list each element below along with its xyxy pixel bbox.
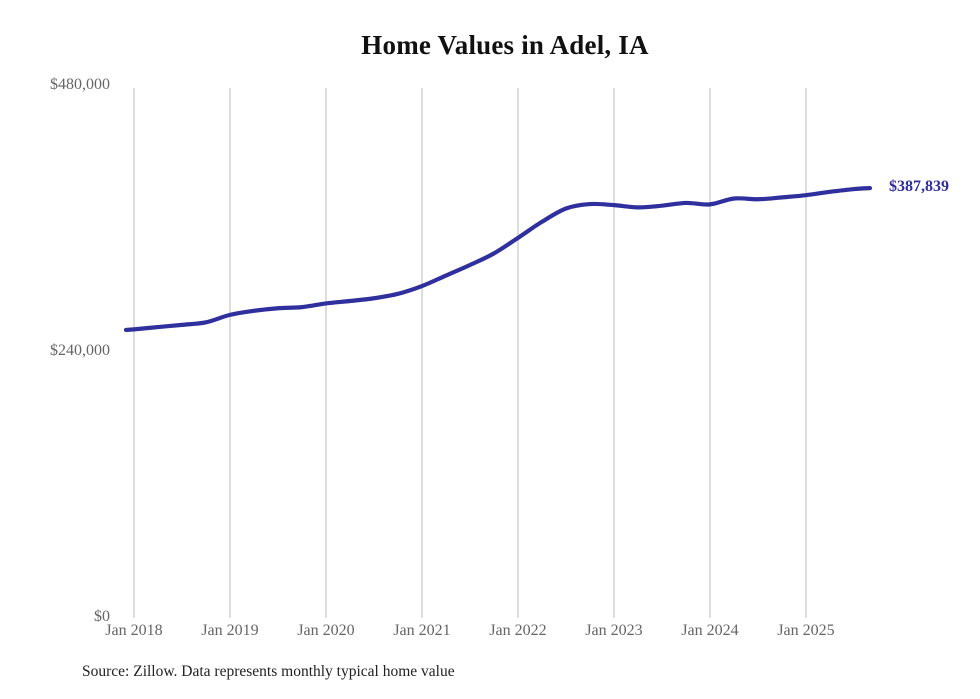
y-tick-480000: $480,000 (50, 76, 110, 93)
page-title: Home Values in Adel, IA (361, 30, 649, 60)
x-tick-jan-2024: Jan 2024 (681, 622, 739, 639)
x-tick-jan-2018: Jan 2018 (105, 622, 163, 639)
x-tick-jan-2023: Jan 2023 (585, 622, 643, 639)
source-note: Source: Zillow. Data represents monthly … (82, 663, 455, 680)
series-line-typical-home-value (123, 186, 873, 333)
gridlines (133, 88, 807, 618)
x-tick-jan-2022: Jan 2022 (489, 622, 547, 639)
x-tick-jan-2025: Jan 2025 (777, 622, 835, 639)
x-tick-jan-2019: Jan 2019 (201, 622, 259, 639)
y-tick-240000: $240,000 (50, 342, 110, 359)
x-tick-jan-2021: Jan 2021 (393, 622, 451, 639)
x-tick-jan-2020: Jan 2020 (297, 622, 355, 639)
end-value-annotation: $387,839 (889, 178, 949, 196)
y-tick-0: $0 (94, 608, 110, 625)
